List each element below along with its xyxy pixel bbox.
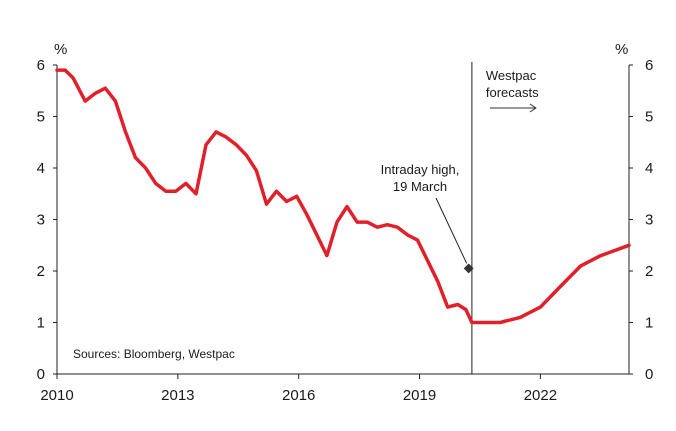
y-tick-label-right: 2 xyxy=(645,263,653,280)
right-axis-unit: % xyxy=(615,41,628,58)
plot-frame xyxy=(56,65,630,375)
x-tick-label: 2010 xyxy=(40,387,73,404)
forecast-label-line2: forecasts xyxy=(486,85,539,100)
y-tick-label-left: 3 xyxy=(37,212,45,229)
y-tick-label-left: 1 xyxy=(37,315,45,332)
y-tick-label-right: 6 xyxy=(645,57,653,74)
y-tick-label-left: 5 xyxy=(37,109,45,126)
y-tick-label-right: 5 xyxy=(645,109,653,126)
intraday-high-leader-line xyxy=(435,197,468,264)
forecast-label-line1: Westpac xyxy=(486,68,537,83)
intraday-high-label-line2: 19 March xyxy=(393,179,447,194)
intraday-high-marker xyxy=(463,263,474,274)
left-axis-unit: % xyxy=(54,41,67,58)
x-tick-label: 2019 xyxy=(403,387,436,404)
x-axis-ticks: 2010 2013 2016 2019 2022 xyxy=(40,374,557,404)
y-tick-label-left: 2 xyxy=(37,263,45,280)
y-tick-label-right: 4 xyxy=(645,160,653,177)
intraday-high-label-line1: Intraday high, xyxy=(381,162,460,177)
y-tick-label-right: 0 xyxy=(645,366,653,383)
y-tick-label-left: 0 xyxy=(37,366,45,383)
x-tick-label: 2013 xyxy=(161,387,194,404)
y-tick-label-left: 6 xyxy=(37,57,45,74)
series-line-yield xyxy=(55,68,631,325)
y-tick-label-left: 4 xyxy=(37,160,45,177)
y-axis-ticks: 0 0 1 1 2 2 3 3 4 4 5 5 6 6 xyxy=(37,57,654,383)
x-tick-label: 2016 xyxy=(282,387,315,404)
source-note: Sources: Bloomberg, Westpac xyxy=(73,347,235,361)
y-tick-label-right: 1 xyxy=(645,315,653,332)
x-tick-label: 2022 xyxy=(524,387,557,404)
forecast-arrowhead xyxy=(529,103,537,113)
y-tick-label-right: 3 xyxy=(645,212,653,229)
